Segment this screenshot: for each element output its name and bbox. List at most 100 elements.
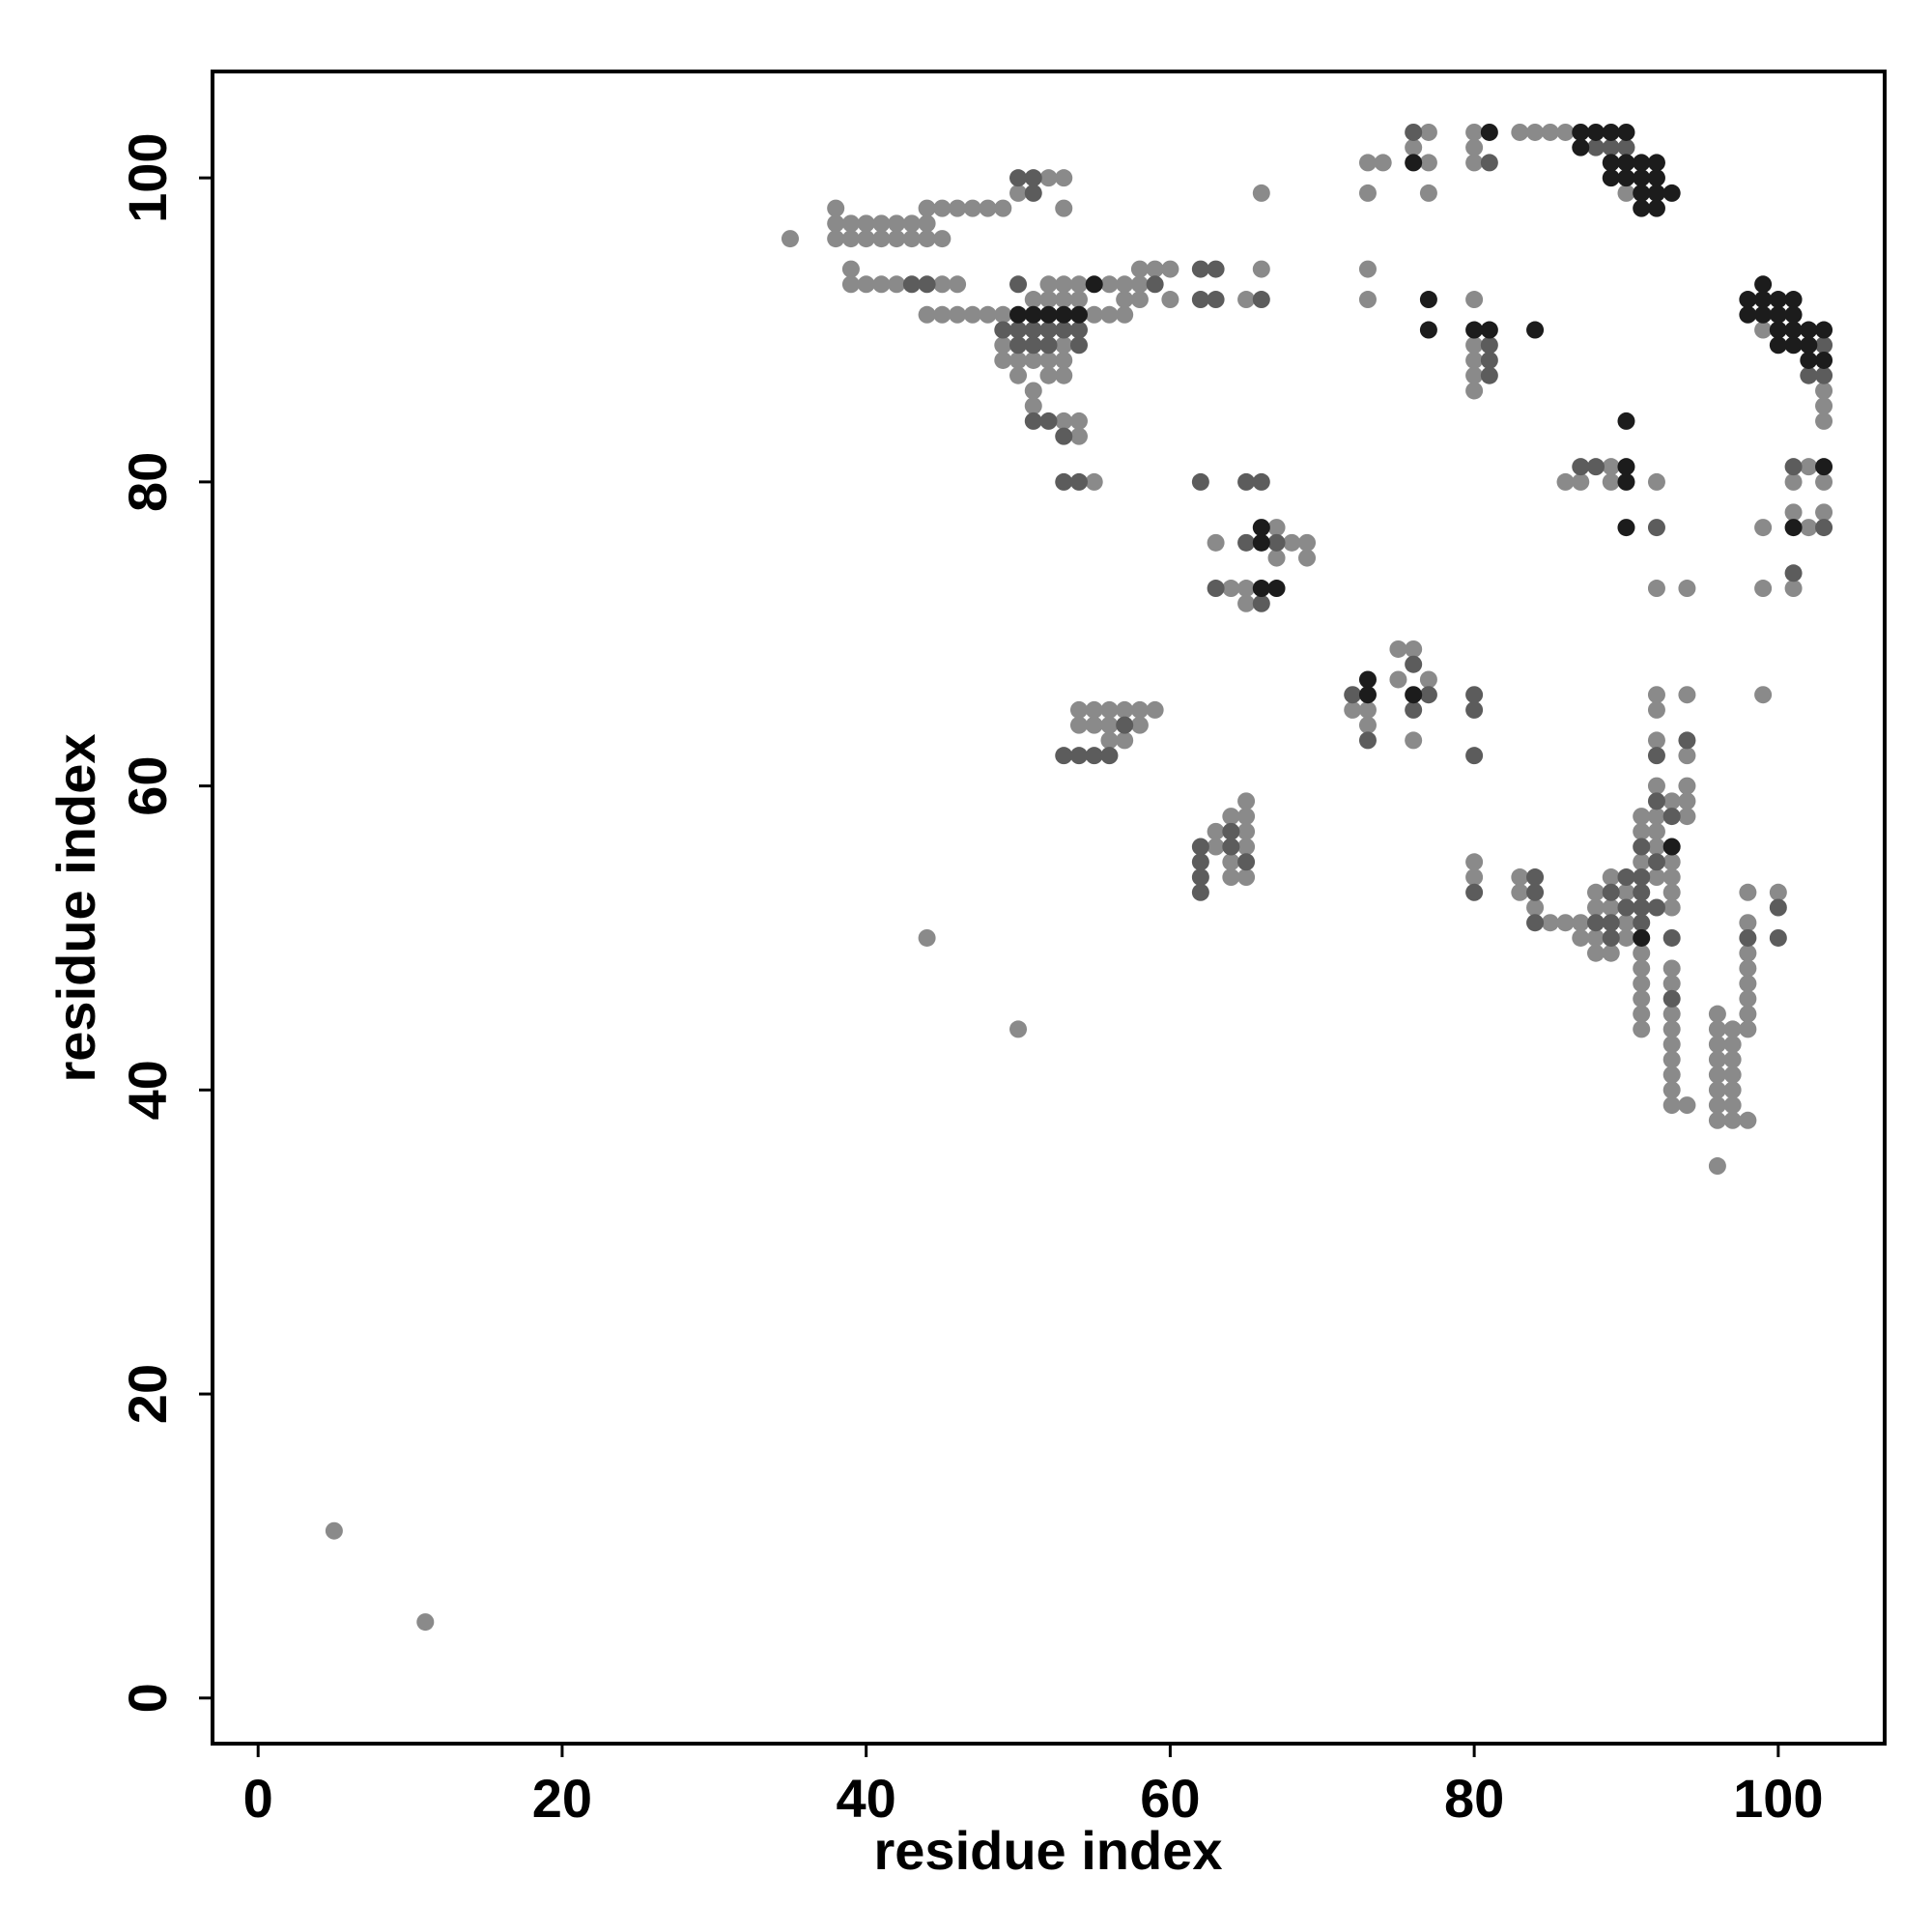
point (1723, 1050, 1742, 1068)
y-tick-label: 60 (117, 755, 178, 815)
point (1130, 291, 1149, 309)
x-tick-label: 80 (1444, 1768, 1504, 1829)
point (1602, 868, 1620, 887)
point (1358, 686, 1377, 704)
point (1769, 928, 1787, 947)
point (1647, 686, 1665, 704)
point (1465, 853, 1484, 871)
point (1556, 472, 1575, 491)
point (1405, 686, 1423, 704)
point (1739, 944, 1757, 962)
point (1633, 853, 1651, 871)
point (1069, 716, 1088, 734)
point (1146, 260, 1164, 278)
point (1541, 914, 1559, 932)
point (902, 275, 921, 294)
point (1739, 1020, 1757, 1038)
point (1647, 822, 1665, 840)
point (1815, 366, 1833, 384)
point (1662, 975, 1681, 993)
point (1085, 747, 1103, 765)
point (1617, 928, 1635, 947)
point (1039, 336, 1058, 355)
point (1009, 1020, 1028, 1038)
point (827, 214, 845, 233)
point (1024, 184, 1042, 202)
point (1130, 700, 1149, 719)
point (1405, 639, 1423, 658)
y-tick-label: 20 (117, 1364, 178, 1424)
point (1191, 838, 1209, 856)
point (1511, 883, 1529, 901)
point (1069, 291, 1088, 309)
point (1055, 336, 1073, 355)
point (1130, 275, 1149, 294)
point (1678, 686, 1696, 704)
point (1633, 883, 1651, 901)
point (1465, 883, 1484, 901)
point (1298, 533, 1317, 552)
point (1678, 747, 1696, 765)
point (918, 199, 936, 217)
point (872, 275, 891, 294)
point (1647, 700, 1665, 719)
point (918, 214, 936, 233)
point (1662, 1096, 1681, 1115)
point (1222, 853, 1240, 871)
point (1526, 914, 1545, 932)
point (1815, 321, 1833, 339)
point (1009, 366, 1028, 384)
plot-frame (211, 70, 1887, 1746)
point (1237, 472, 1256, 491)
point (1085, 275, 1103, 294)
point (1252, 260, 1270, 278)
point (1617, 914, 1635, 932)
point (1222, 838, 1240, 856)
point (1815, 412, 1833, 430)
y-tick-label: 0 (117, 1683, 178, 1713)
point (1237, 792, 1256, 810)
point (1480, 366, 1498, 384)
point (1237, 868, 1256, 887)
point (1647, 580, 1665, 598)
point (1784, 472, 1803, 491)
point (1024, 397, 1042, 415)
point (888, 214, 906, 233)
point (1708, 1036, 1726, 1054)
point (1419, 123, 1437, 141)
point (888, 230, 906, 248)
point (1633, 154, 1651, 172)
point (1617, 898, 1635, 917)
point (1480, 336, 1498, 355)
point (1815, 503, 1833, 522)
point (994, 351, 1012, 369)
point (1617, 184, 1635, 202)
point (1024, 412, 1042, 430)
point (1754, 519, 1773, 537)
x-tick-label: 100 (1733, 1768, 1823, 1829)
point (1708, 1081, 1726, 1099)
point (1511, 868, 1529, 887)
point (1358, 184, 1377, 202)
point (1647, 747, 1665, 765)
point (1708, 1050, 1726, 1068)
point (1602, 472, 1620, 491)
point (979, 305, 997, 324)
point (1617, 169, 1635, 187)
point (1617, 883, 1635, 901)
point (1800, 458, 1818, 476)
point (1587, 914, 1605, 932)
point (1678, 792, 1696, 810)
point (1587, 928, 1605, 947)
point (1024, 305, 1042, 324)
point (1633, 868, 1651, 887)
point (1069, 275, 1088, 294)
point (1526, 123, 1545, 141)
point (1784, 564, 1803, 582)
point (1602, 123, 1620, 141)
point (1405, 123, 1423, 141)
point (1146, 275, 1164, 294)
point (1252, 594, 1270, 612)
point (1252, 291, 1270, 309)
point (1465, 686, 1484, 704)
